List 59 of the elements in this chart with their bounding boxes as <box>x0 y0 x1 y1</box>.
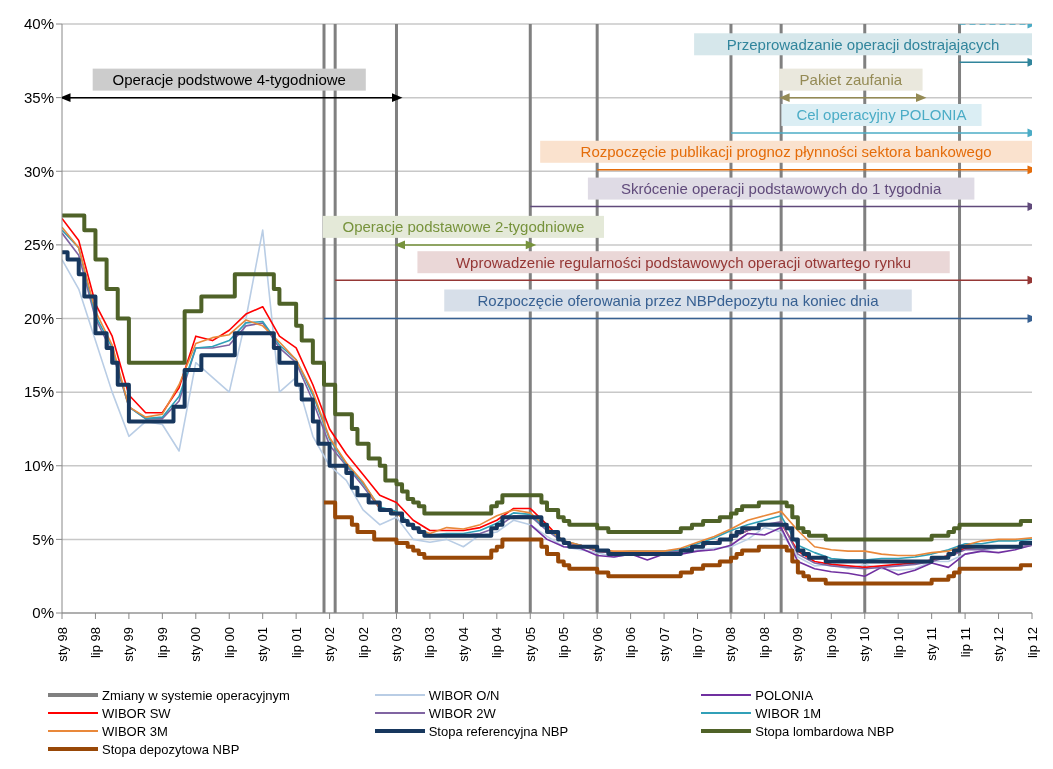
x-tick-label: lip 04 <box>489 627 505 659</box>
x-tick-label: sty 99 <box>121 627 137 662</box>
x-tick-label: sty 01 <box>255 627 271 662</box>
x-tick-label: lip 02 <box>355 627 371 659</box>
annotation: Wprowadzenie regularności podstawowych operacji otwartego rynku <box>455 253 912 271</box>
x-tick-label: lip 07 <box>690 627 706 659</box>
legend-label: WIBOR 2W <box>428 705 496 721</box>
annotation: Rozpoczęcie oferowania przez NBPdepozytu na koniec dnia <box>477 292 880 309</box>
x-tick-label: sty 06 <box>589 627 605 662</box>
y-tick-label: 10% <box>23 457 54 475</box>
legend-label: WIBOR 1M <box>755 705 822 721</box>
x-tick-label: lip 10 <box>890 627 906 659</box>
legend-label: POLONIA <box>755 687 814 703</box>
y-tick-label: 15% <box>23 383 54 401</box>
x-tick-label: sty 00 <box>188 627 204 662</box>
legend-label: Stopa referencyjna NBP <box>428 723 569 739</box>
annotation: Przeprowadzanie operacji dostrajających <box>726 35 1000 53</box>
x-tick-label: lip 12 <box>1024 627 1040 659</box>
x-tick-label: lip 09 <box>823 627 839 659</box>
x-tick-label: sty 09 <box>790 627 806 662</box>
annotation: Operacje podstwowe 4-tygodniowe <box>112 71 346 89</box>
annotation: Skrócenie operacji podstawowych do 1 tygodnia <box>621 180 942 198</box>
x-tick-label: sty 08 <box>723 627 739 662</box>
y-tick-label: 20% <box>23 309 54 327</box>
x-tick-label: lip 08 <box>756 627 772 659</box>
line-series <box>529 523 1032 577</box>
x-tick-label: sty 04 <box>455 627 471 662</box>
annotation: Operacje podstawowe 2-tygodniowe <box>342 218 585 236</box>
x-tick-label: lip 06 <box>623 627 639 659</box>
y-tick-label: 25% <box>23 236 54 254</box>
x-tick-label: sty 02 <box>322 627 338 662</box>
y-tick-label: 35% <box>23 88 54 106</box>
legend-label: WIBOR 3M <box>102 723 168 739</box>
x-tick-label: sty 07 <box>656 627 672 662</box>
x-tick-label: lip 11 <box>957 627 973 658</box>
y-tick-label: 40% <box>23 15 54 33</box>
x-tick-label: lip 99 <box>154 627 170 659</box>
x-tick-label: sty 12 <box>991 627 1007 662</box>
x-tick-label: sty 11 <box>924 627 940 661</box>
y-tick-label: 0% <box>32 604 54 622</box>
legend-label: WIBOR O/N <box>428 687 500 703</box>
legend-label: Stopa depozytowa NBP <box>102 741 240 757</box>
annotation: Pakiet zaufania <box>799 71 903 89</box>
x-tick-label: sty 03 <box>388 627 404 662</box>
x-tick-label: lip 05 <box>556 627 572 659</box>
legend-label: Zmiany w systemie operacyjnym <box>102 687 290 703</box>
x-tick-label: lip 00 <box>221 627 237 659</box>
y-tick-label: 30% <box>23 162 54 180</box>
x-tick-label: sty 98 <box>54 627 70 662</box>
annotation: Cel operacyjny POLONIA <box>796 106 967 124</box>
x-tick-label: lip 01 <box>288 627 304 659</box>
x-tick-label: sty 05 <box>522 627 538 662</box>
legend-label: Stopa lombardowa NBP <box>755 723 895 739</box>
x-tick-label: lip 03 <box>422 627 438 659</box>
annotation: Rozpoczęcie publikacji prognoz płynności sektora bankowego <box>580 143 992 161</box>
x-tick-label: lip 98 <box>87 627 103 659</box>
legend-label: WIBOR SW <box>102 705 171 721</box>
x-tick-label: sty 10 <box>857 627 873 662</box>
y-tick-label: 5% <box>32 530 54 548</box>
